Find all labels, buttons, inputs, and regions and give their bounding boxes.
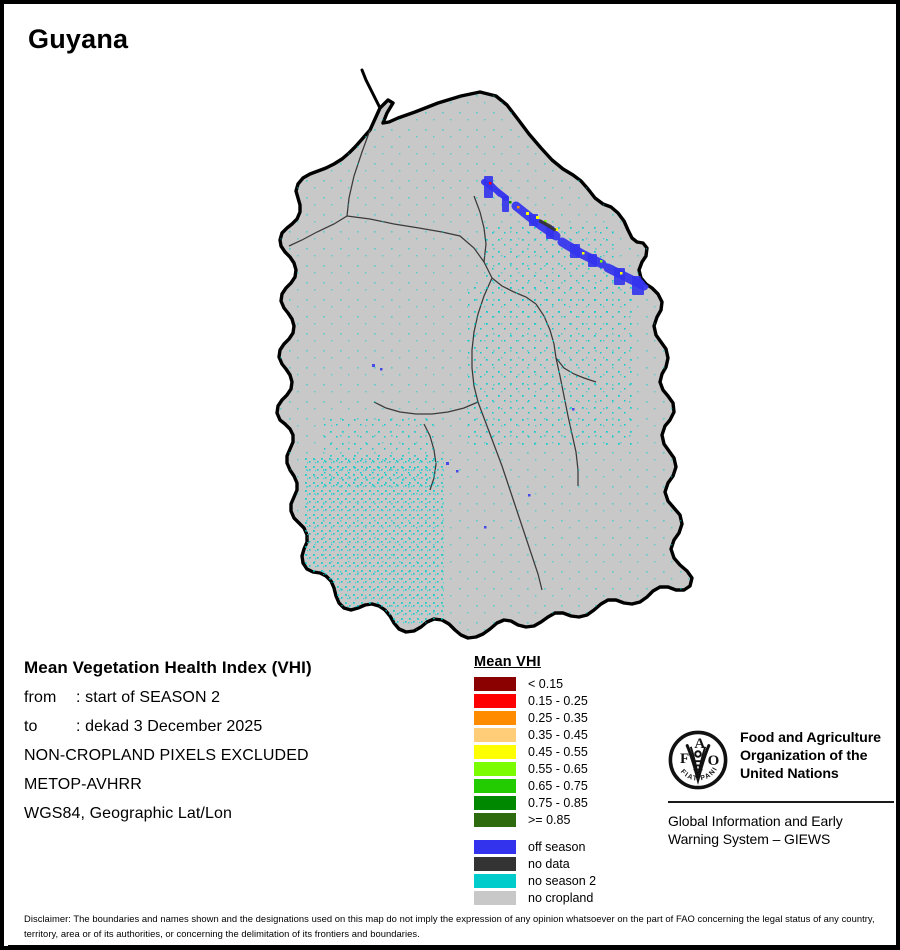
legend-item-0[interactable]: < 0.15 xyxy=(474,676,664,692)
legend-label-3: 0.35 - 0.45 xyxy=(528,728,588,742)
legend-label-7: 0.75 - 0.85 xyxy=(528,796,588,810)
legend-item-8[interactable]: >= 0.85 xyxy=(474,812,664,828)
legend-label-no-cropland: no cropland xyxy=(528,891,594,905)
info-row-from: from : start of SEASON 2 xyxy=(24,689,454,707)
legend-item-2[interactable]: 0.25 - 0.35 xyxy=(474,710,664,726)
bottom-rule xyxy=(8,945,900,950)
giews-line-1: Global Information and Early xyxy=(668,813,843,829)
legend-item-4[interactable]: 0.45 - 0.55 xyxy=(474,744,664,760)
legend-item-7[interactable]: 0.75 - 0.85 xyxy=(474,795,664,811)
map-canvas[interactable] xyxy=(184,56,724,666)
legend-item-5[interactable]: 0.55 - 0.65 xyxy=(474,761,664,777)
legend-label-2: 0.25 - 0.35 xyxy=(528,711,588,725)
legend-swatch-no-data xyxy=(474,857,516,871)
info-heading: Mean Vegetation Health Index (VHI) xyxy=(24,658,312,677)
legend-spacer xyxy=(474,829,664,839)
legend-label-1: 0.15 - 0.25 xyxy=(528,694,588,708)
legend-label-no-data: no data xyxy=(528,857,570,871)
info-to-value: : dekad 3 December 2025 xyxy=(76,718,263,735)
info-row-to: to : dekad 3 December 2025 xyxy=(24,718,454,736)
giews-line-2: Warning System – GIEWS xyxy=(668,831,831,848)
disclaimer-text: Disclaimer: The boundaries and names sho… xyxy=(24,913,875,939)
legend-label-off-season: off season xyxy=(528,840,586,854)
legend-swatch-2 xyxy=(474,711,516,725)
legend-swatch-5 xyxy=(474,762,516,776)
legend-swatch-8 xyxy=(474,813,516,827)
legend-heading: Mean VHI xyxy=(474,654,541,670)
giews-system-name: Global Information and Early Warning Sys… xyxy=(668,812,894,849)
map-vhi-class-pixels xyxy=(489,182,623,275)
fao-logo-icon: F A O FIAT PANIS xyxy=(668,730,728,790)
legend-swatch-1 xyxy=(474,694,516,708)
fao-divider xyxy=(668,801,894,803)
legend-special-no-cropland[interactable]: no cropland xyxy=(474,890,664,906)
fao-letter-a: A xyxy=(694,736,705,752)
guyana-map-svg[interactable] xyxy=(184,56,724,666)
fao-organization-line-3: United Nations xyxy=(740,765,839,782)
legend-label-4: 0.45 - 0.55 xyxy=(528,745,588,759)
info-from-key: from xyxy=(24,689,57,706)
legend-swatch-7 xyxy=(474,796,516,810)
fao-organization-name: Food and Agriculture Organization of the… xyxy=(740,730,881,784)
legend-swatch-3 xyxy=(474,728,516,742)
info-note-sensor: METOP-AVHRR xyxy=(24,776,142,793)
fao-branding-block: F A O FIAT PANIS Food and Agriculture Or… xyxy=(668,730,894,849)
fao-letter-o: O xyxy=(708,753,720,769)
fao-organization-line-1: Food and Agriculture xyxy=(740,730,881,746)
legend-label-0: < 0.15 xyxy=(528,677,564,691)
map-legend: Mean VHI < 0.15 0.15 - 0.25 0.25 - 0.35 … xyxy=(474,654,664,907)
legend-swatch-6 xyxy=(474,779,516,793)
legend-label-5: 0.55 - 0.65 xyxy=(528,762,588,776)
legend-swatch-0 xyxy=(474,677,516,691)
info-note-projection: WGS84, Geographic Lat/Lon xyxy=(24,805,232,822)
legend-label-no-season-2: no season 2 xyxy=(528,874,597,888)
legend-item-6[interactable]: 0.65 - 0.75 xyxy=(474,778,664,794)
fao-letter-f: F xyxy=(680,751,689,767)
legend-swatch-4 xyxy=(474,745,516,759)
legend-special-no-season-2[interactable]: no season 2 xyxy=(474,873,664,889)
legend-swatch-off-season xyxy=(474,840,516,854)
fao-organization-line-2: Organization of the xyxy=(740,747,868,764)
map-north-river-line xyxy=(360,68,382,110)
legend-special-off-season[interactable]: off season xyxy=(474,839,664,855)
legend-item-1[interactable]: 0.15 - 0.25 xyxy=(474,693,664,709)
info-note-cropland: NON-CROPLAND PIXELS EXCLUDED xyxy=(24,747,309,764)
map-no-season2-pixels xyxy=(277,92,692,638)
info-from-value: : start of SEASON 2 xyxy=(76,689,221,706)
map-off-season-pixels xyxy=(481,176,649,295)
legend-item-3[interactable]: 0.35 - 0.45 xyxy=(474,727,664,743)
page-title: Guyana xyxy=(28,24,129,54)
map-info-block: Mean Vegetation Health Index (VHI) from:… xyxy=(24,658,454,834)
legend-label-6: 0.65 - 0.75 xyxy=(528,779,588,793)
legend-swatch-no-season-2 xyxy=(474,874,516,888)
legend-special-no-data[interactable]: no data xyxy=(474,856,664,872)
map-inland-off-season-pixels xyxy=(372,364,575,529)
legend-swatch-no-cropland xyxy=(474,891,516,905)
legend-label-8: >= 0.85 xyxy=(528,813,571,827)
info-to-key: to xyxy=(24,718,38,735)
